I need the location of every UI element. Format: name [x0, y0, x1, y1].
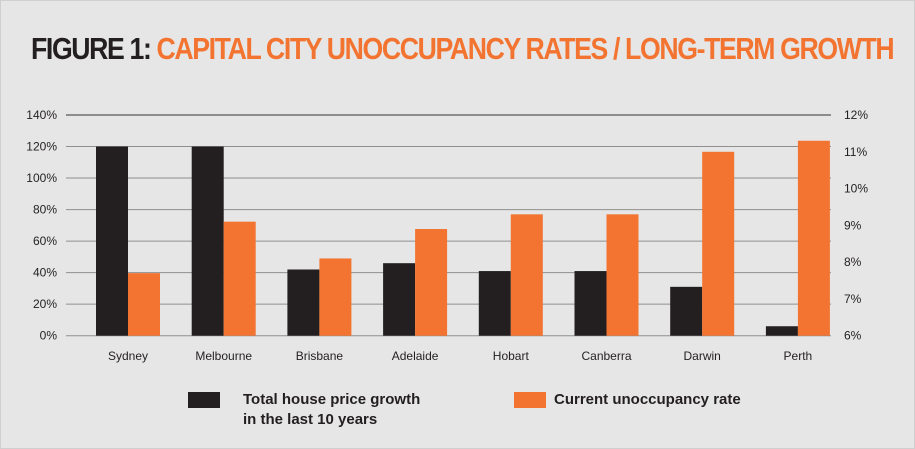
- category-label: Hobart: [493, 349, 530, 363]
- left-axis-tick-label: 100%: [26, 171, 57, 185]
- bar-unoccupancy-adelaide: [415, 229, 448, 336]
- legend-growth-line2: in the last 10 years: [243, 411, 378, 428]
- category-label: Melbourne: [195, 349, 252, 363]
- bar-growth-adelaide: [383, 263, 416, 336]
- left-axis-tick-label: 140%: [26, 108, 57, 122]
- bar-growth-hobart: [478, 271, 511, 336]
- category-label: Canberra: [581, 349, 631, 363]
- bar-growth-perth: [765, 326, 798, 336]
- category-label: Sydney: [108, 349, 148, 363]
- bar-growth-canberra: [574, 271, 607, 336]
- right-axis-tick-label: 9%: [844, 218, 862, 232]
- legend-label-unoccupancy: Current unoccupancy rate: [554, 391, 741, 408]
- legend-swatch-unoccupancy: [514, 392, 546, 408]
- legend-growth-line1: Total house price growth: [243, 391, 421, 408]
- right-axis-tick-label: 10%: [844, 182, 868, 196]
- category-label: Adelaide: [392, 349, 439, 363]
- bar-unoccupancy-hobart: [510, 214, 543, 336]
- bar-unoccupancy-melbourne: [223, 221, 256, 336]
- bar-unoccupancy-brisbane: [319, 258, 352, 336]
- left-axis-tick-label: 20%: [33, 297, 57, 311]
- figure-title: FIGURE 1: CAPITAL CITY UNOCCUPANCY RATES…: [31, 31, 895, 67]
- category-label: Darwin: [684, 349, 721, 363]
- right-axis-tick-label: 7%: [844, 292, 862, 306]
- right-axis-tick-label: 8%: [844, 255, 862, 269]
- legend-swatch-growth: [188, 392, 220, 408]
- title-prefix: FIGURE 1:: [31, 31, 152, 66]
- legend-label-growth: Total house price growth in the last 10 …: [243, 390, 420, 430]
- left-axis-tick-label: 80%: [33, 203, 57, 217]
- left-axis-tick-label: 40%: [33, 266, 57, 280]
- bar-unoccupancy-canberra: [606, 214, 639, 336]
- bar-unoccupancy-darwin: [702, 151, 735, 336]
- category-label: Perth: [784, 349, 813, 363]
- left-axis-tick-label: 0%: [40, 329, 58, 343]
- title-main: CAPITAL CITY UNOCCUPANCY RATES / LONG-TE…: [156, 31, 894, 66]
- right-axis-tick-label: 12%: [844, 108, 868, 122]
- bar-growth-darwin: [670, 286, 703, 336]
- bar-growth-melbourne: [191, 146, 224, 336]
- left-axis-tick-label: 60%: [33, 234, 57, 248]
- bar-growth-brisbane: [287, 269, 320, 336]
- bar-unoccupancy-sydney: [128, 273, 160, 336]
- right-axis-tick-label: 11%: [844, 145, 867, 159]
- bar-growth-sydney: [96, 146, 128, 336]
- category-label: Brisbane: [296, 349, 344, 363]
- bar-unoccupancy-perth: [797, 140, 830, 336]
- right-axis-tick-label: 6%: [844, 329, 862, 343]
- left-axis-tick-label: 120%: [26, 140, 57, 154]
